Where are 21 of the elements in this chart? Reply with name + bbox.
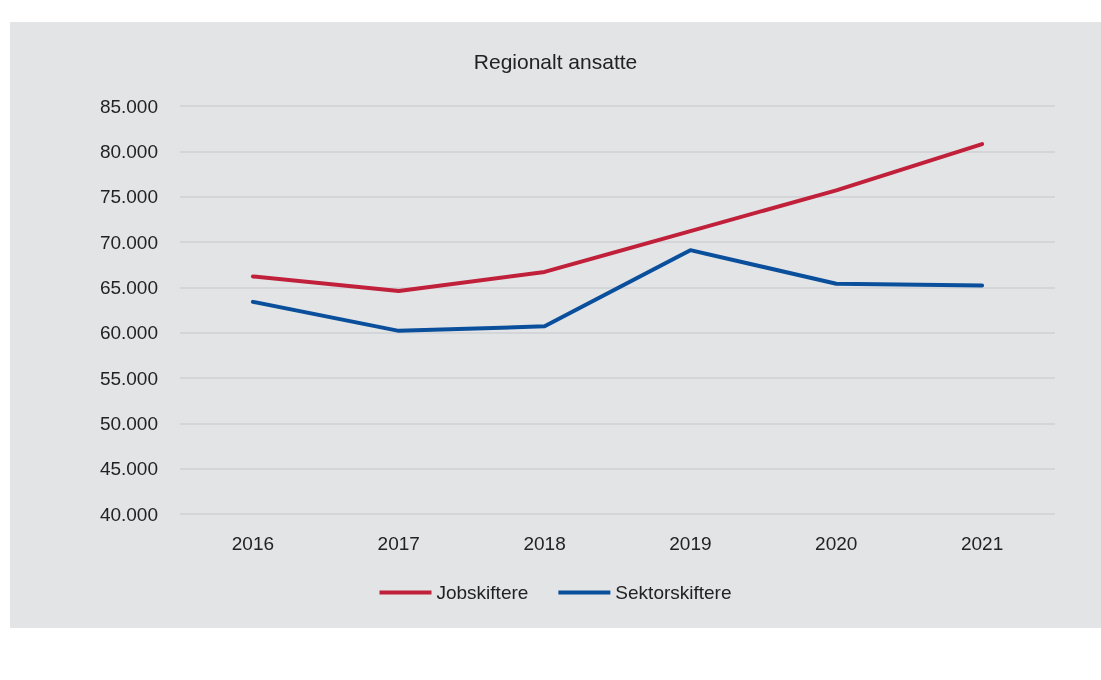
y-tick-label: 55.000 <box>99 367 158 389</box>
y-tick-label: 80.000 <box>99 140 158 162</box>
y-tick-label: 40.000 <box>99 503 158 525</box>
line-series <box>250 142 985 293</box>
legend-label: Jobskiftere <box>436 582 529 603</box>
line-series <box>250 248 985 333</box>
x-tick-label: 2018 <box>523 533 566 554</box>
y-tick-label: 85.000 <box>99 95 158 117</box>
chart-title: Regionalt ansatte <box>473 50 638 73</box>
y-tick-label: 45.000 <box>99 458 158 480</box>
legend-label: Sektorskiftere <box>615 582 732 603</box>
x-tick-label: 2016 <box>231 533 275 554</box>
x-tick-label: 2019 <box>669 533 712 554</box>
x-tick-label: 2017 <box>377 533 420 554</box>
x-tick-label: 2020 <box>815 533 858 554</box>
y-tick-label: 60.000 <box>99 322 158 344</box>
y-tick-label: 50.000 <box>99 412 158 434</box>
y-tick-label: 65.000 <box>99 276 158 298</box>
x-tick-label: 2021 <box>960 533 1004 554</box>
y-tick-label: 70.000 <box>99 231 158 253</box>
y-tick-label: 75.000 <box>99 186 158 208</box>
